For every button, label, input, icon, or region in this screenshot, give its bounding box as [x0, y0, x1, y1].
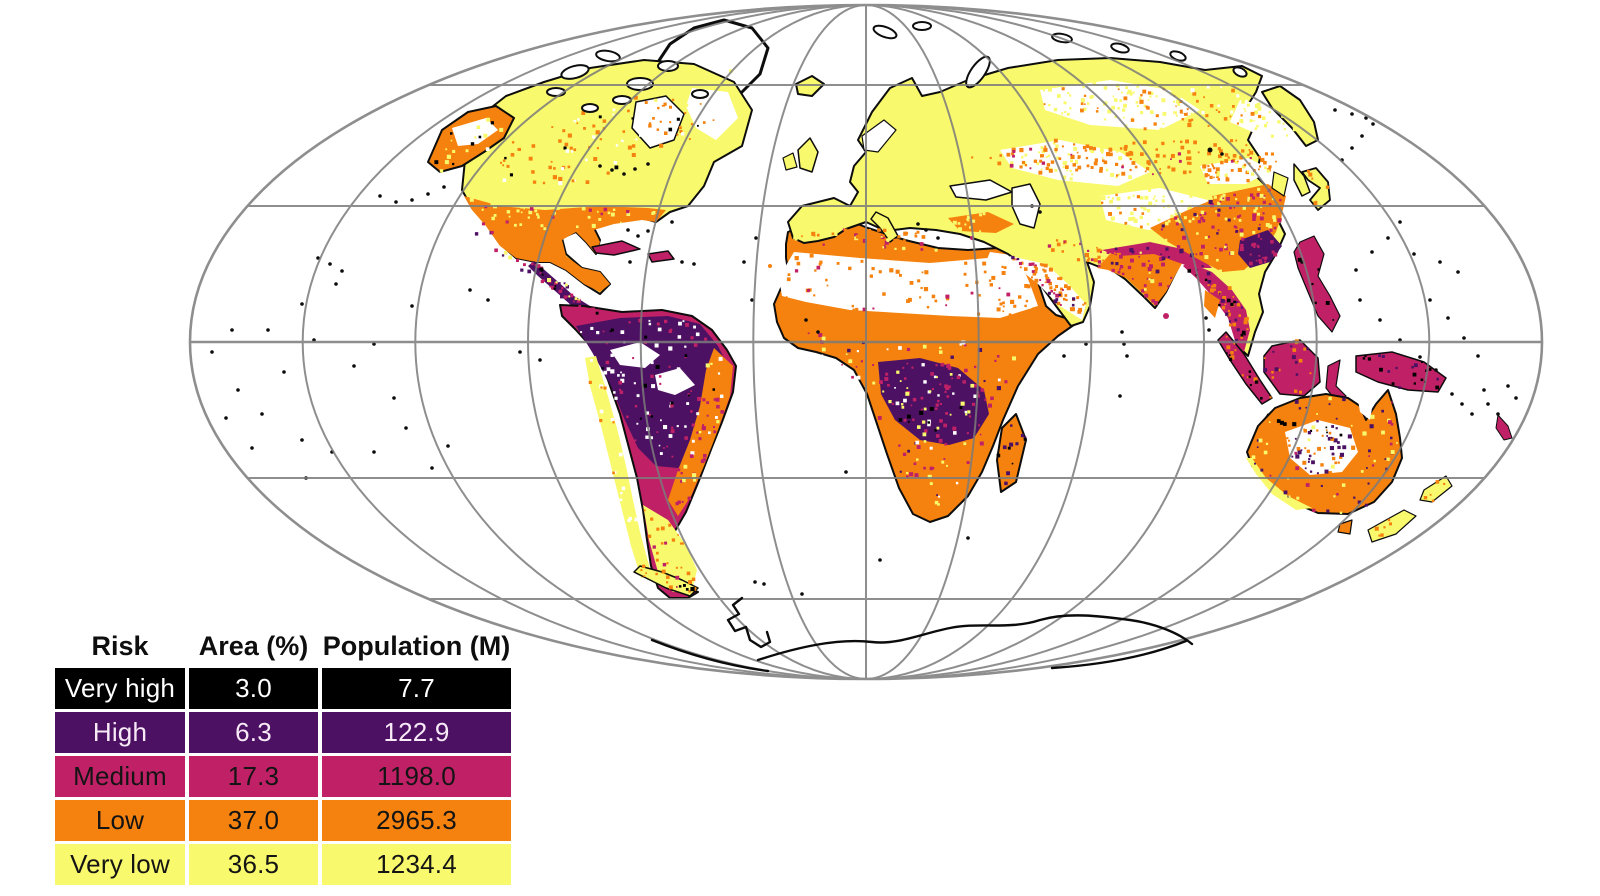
legend-body: Very high 3.0 7.7 High 6.3 122.9 Medium …: [55, 668, 511, 885]
population-cell: 122.9: [322, 712, 511, 753]
area-cell: 17.3: [189, 756, 318, 797]
col-header-population: Population (M): [322, 630, 511, 661]
risk-row-very-high: Very high 3.0 7.7: [55, 668, 511, 709]
risk-label-cell: High: [55, 712, 185, 753]
col-header-area: Area (%): [198, 630, 309, 661]
antarctica-arctic-coastlines: [650, 596, 1194, 673]
graticule-grid: [188, 3, 1544, 681]
legend-header-row: Risk Area (%) Population (M): [55, 628, 511, 664]
risk-row-medium: Medium 17.3 1198.0: [55, 756, 511, 797]
population-cell: 1198.0: [322, 756, 511, 797]
risk-row-high: High 6.3 122.9: [55, 712, 511, 753]
population-cell: 1234.4: [322, 844, 511, 885]
risk-legend-table: Risk Area (%) Population (M) Very high 3…: [55, 628, 511, 885]
risk-label-cell: Very low: [55, 844, 185, 885]
area-cell: 36.5: [189, 844, 318, 885]
col-header-risk: Risk: [91, 630, 149, 661]
risk-label-cell: Medium: [55, 756, 185, 797]
risk-label-cell: Low: [55, 800, 185, 841]
risk-row-very-low: Very low 36.5 1234.4: [55, 844, 511, 885]
area-cell: 6.3: [189, 712, 318, 753]
population-cell: 2965.3: [322, 800, 511, 841]
risk-row-low: Low 37.0 2965.3: [55, 800, 511, 841]
area-cell: 3.0: [189, 668, 318, 709]
landmasses: [210, 18, 1518, 599]
risk-label-cell: Very high: [55, 668, 185, 709]
area-cell: 37.0: [189, 800, 318, 841]
population-cell: 7.7: [322, 668, 511, 709]
